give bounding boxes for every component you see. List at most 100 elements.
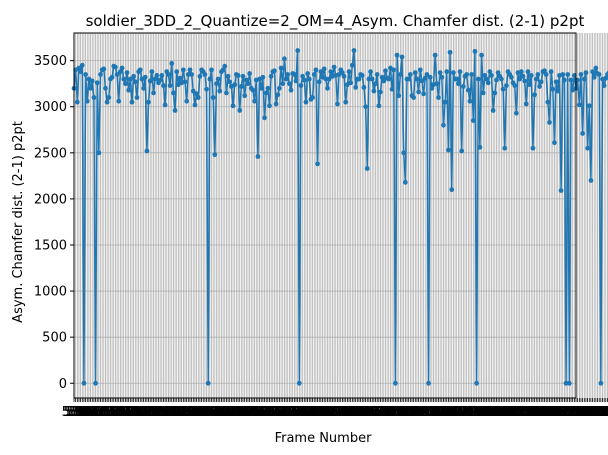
y-tick-label: 2000 bbox=[34, 192, 67, 207]
data-point bbox=[184, 98, 190, 104]
data-point bbox=[580, 131, 586, 136]
data-point bbox=[470, 118, 476, 123]
x-tick-label: 710 bbox=[350, 405, 375, 420]
x-tick-label: 693 bbox=[322, 405, 347, 420]
x-tick-label: 668 bbox=[280, 405, 305, 420]
x-tick-label: 715 bbox=[358, 405, 383, 420]
x-tick-label: 838 bbox=[562, 405, 587, 420]
x-tick-label: 750 bbox=[416, 405, 441, 420]
x-tick-label: 790 bbox=[482, 405, 507, 420]
data-point bbox=[104, 99, 110, 105]
data-point bbox=[454, 76, 460, 82]
x-tick-label: 582 bbox=[138, 405, 163, 420]
x-tick-label: 615 bbox=[192, 405, 217, 420]
data-point bbox=[194, 91, 200, 97]
x-tick-label: 803 bbox=[504, 405, 529, 420]
x-tick-label: 817 bbox=[527, 405, 552, 420]
x-tick-label: 717 bbox=[361, 405, 386, 420]
x-tick-label: 779 bbox=[464, 405, 489, 420]
x-tick-label: 863 bbox=[603, 405, 608, 420]
x-tick-label: 584 bbox=[141, 405, 166, 420]
x-tick-label: 850 bbox=[582, 405, 607, 420]
x-tick-label: 753 bbox=[421, 405, 446, 420]
x-tick-label: 655 bbox=[259, 405, 284, 420]
x-tick-label: 745 bbox=[408, 405, 433, 420]
x-tick-label: 697 bbox=[328, 405, 353, 420]
data-point bbox=[127, 76, 133, 82]
data-point bbox=[343, 99, 349, 105]
data-point bbox=[131, 73, 137, 79]
data-point bbox=[371, 88, 377, 94]
data-point bbox=[288, 87, 294, 93]
data-point bbox=[147, 78, 153, 84]
data-point bbox=[119, 65, 125, 71]
x-tick-label: 586 bbox=[144, 405, 169, 420]
data-point bbox=[591, 74, 597, 80]
x-tick-label: 671 bbox=[285, 405, 310, 420]
data-point bbox=[282, 56, 287, 62]
x-tick-label: 588 bbox=[148, 405, 173, 420]
data-point bbox=[205, 380, 211, 386]
data-point bbox=[195, 95, 201, 100]
data-point bbox=[341, 73, 347, 79]
data-point bbox=[81, 380, 87, 386]
x-tick-label: 855 bbox=[590, 405, 608, 420]
data-point bbox=[326, 76, 332, 82]
x-tick-label: 724 bbox=[373, 405, 398, 420]
x-tick-label: 827 bbox=[544, 405, 569, 420]
data-point bbox=[167, 83, 173, 88]
data-point bbox=[389, 86, 395, 92]
data-point bbox=[230, 103, 236, 109]
x-tick-label: 558 bbox=[98, 405, 123, 420]
x-tick-label: 687 bbox=[312, 405, 337, 420]
x-tick-label: 804 bbox=[506, 405, 531, 420]
x-tick-label: 539 bbox=[67, 405, 92, 420]
x-tick-label: 576 bbox=[128, 405, 153, 420]
x-tick-label: 552 bbox=[88, 405, 113, 420]
x-tick-label: 741 bbox=[401, 405, 426, 420]
data-point bbox=[311, 72, 317, 77]
data-point bbox=[157, 77, 163, 83]
data-point bbox=[399, 54, 405, 60]
data-point bbox=[283, 76, 289, 82]
data-point bbox=[204, 86, 209, 92]
x-tick-label: 561 bbox=[103, 405, 128, 420]
data-point bbox=[84, 98, 90, 104]
x-tick-label: 706 bbox=[343, 405, 368, 420]
data-point bbox=[132, 79, 138, 85]
data-point bbox=[402, 179, 408, 185]
data-point bbox=[464, 72, 470, 77]
x-tick-label: 731 bbox=[385, 405, 410, 420]
x-tick-label: 681 bbox=[302, 405, 327, 420]
data-point bbox=[335, 101, 340, 107]
data-point bbox=[366, 76, 372, 82]
data-point bbox=[215, 76, 221, 82]
x-tick-label: 740 bbox=[400, 405, 425, 420]
x-tick-label: 795 bbox=[491, 405, 516, 420]
x-tick-label: 617 bbox=[196, 405, 221, 420]
data-point bbox=[446, 147, 451, 153]
x-tick-label: 616 bbox=[194, 405, 219, 420]
data-point bbox=[553, 79, 559, 85]
data-point bbox=[576, 102, 582, 108]
x-tick-label: 683 bbox=[305, 405, 330, 420]
x-tick-label: 721 bbox=[368, 405, 393, 420]
x-tick-label: 711 bbox=[352, 405, 377, 420]
data-point bbox=[555, 88, 561, 94]
data-point bbox=[369, 76, 375, 82]
data-point bbox=[96, 150, 102, 156]
x-tick-label: 812 bbox=[519, 405, 544, 420]
data-point bbox=[489, 72, 494, 78]
data-point bbox=[255, 154, 261, 159]
x-tick-label: 785 bbox=[474, 405, 499, 420]
data-point bbox=[495, 70, 501, 76]
data-point bbox=[245, 81, 251, 87]
x-tick-label: 596 bbox=[161, 405, 186, 420]
data-point bbox=[182, 79, 188, 85]
x-tick-label: 540 bbox=[68, 405, 93, 420]
data-point bbox=[442, 99, 448, 105]
x-tick-label: 637 bbox=[229, 405, 254, 420]
data-point bbox=[74, 99, 80, 105]
x-tick-label: 567 bbox=[113, 405, 138, 420]
